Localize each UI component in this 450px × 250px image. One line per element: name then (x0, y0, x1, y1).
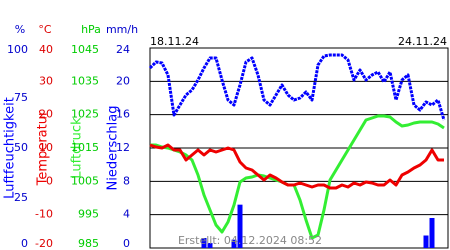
end-date: 24.11.24 (398, 35, 447, 48)
precipitation-bar (237, 204, 243, 248)
y-tick-label: 25 (14, 191, 28, 204)
series-line (149, 143, 444, 190)
axis-title: Temperatur (36, 110, 51, 186)
y-tick-label: -10 (35, 208, 53, 221)
y-tick-label: 40 (39, 43, 53, 56)
footer: Erstellt: 04.12.2024 08:52 (178, 234, 322, 247)
axis-title: Luftdruck (70, 117, 85, 179)
y-tick-label: 8 (123, 174, 130, 187)
y-tick-label: -20 (35, 237, 53, 250)
series-line (150, 114, 445, 240)
y-tick-label: 0 (46, 174, 53, 187)
axis-unit: hPa (81, 23, 101, 36)
y-tick-label: 50 (14, 141, 28, 154)
y-tick-label: 20 (39, 108, 53, 121)
precipitation-bar (429, 218, 435, 248)
y-tick-label: 1025 (71, 108, 99, 121)
y-tick-label: 1035 (71, 74, 99, 87)
y-tick-label: 16 (116, 108, 130, 121)
y-tick-label: 1015 (71, 141, 99, 154)
y-tick-label: 995 (78, 208, 99, 221)
precipitation-bar (423, 235, 429, 248)
y-tick-label: 0 (123, 237, 130, 250)
start-date: 18.11.24 (150, 35, 199, 48)
y-tick-label: 4 (123, 208, 130, 221)
y-tick-label: 0 (21, 237, 28, 250)
axis-title: Luftfeuchtigkeit (3, 97, 18, 199)
y-tick-label: 30 (39, 74, 53, 87)
y-tick-label: 100 (7, 43, 28, 56)
axis-unit: mm/h (106, 23, 138, 36)
y-tick-label: 1045 (71, 43, 99, 56)
y-tick-label: 20 (116, 74, 130, 87)
precipitation-bar (201, 238, 207, 248)
y-tick-label: 24 (116, 43, 130, 56)
y-tick-label: 10 (39, 141, 53, 154)
axis-unit: °C (38, 23, 52, 36)
series-line (148, 53, 446, 121)
precipitation-bar (231, 239, 237, 248)
y-tick-label: 12 (116, 141, 130, 154)
y-tick-label: 985 (78, 237, 99, 250)
axis-title: Niederschlag (106, 106, 121, 191)
precipitation-bar (207, 243, 213, 248)
y-tick-label: 75 (14, 91, 28, 104)
axis-unit: % (15, 23, 25, 36)
y-tick-label: 1005 (71, 174, 99, 187)
